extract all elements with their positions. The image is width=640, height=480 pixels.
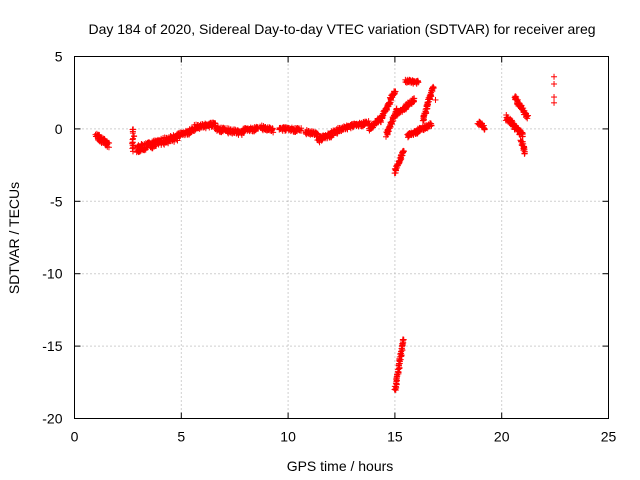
data-point	[551, 73, 558, 80]
y-tick-label: -10	[42, 266, 62, 282]
gridlines	[74, 56, 609, 419]
data-point	[174, 137, 181, 144]
data-point	[551, 94, 558, 101]
data-point	[430, 83, 437, 90]
data-points	[92, 73, 558, 394]
data-point	[105, 140, 112, 147]
data-point	[400, 148, 407, 155]
y-tick-label: -5	[50, 193, 63, 209]
y-tick-label: 0	[55, 121, 63, 137]
axis-ticks	[74, 56, 609, 419]
data-point	[432, 96, 439, 103]
x-tick-label: 20	[494, 429, 510, 445]
x-tick-label: 25	[601, 429, 617, 445]
data-point	[524, 113, 531, 120]
data-point	[392, 88, 399, 95]
plot-frame	[74, 56, 609, 419]
x-tick-label: 5	[177, 429, 185, 445]
data-point	[153, 143, 160, 150]
data-point	[428, 122, 435, 129]
data-point	[129, 148, 136, 155]
data-point	[269, 125, 276, 132]
data-point	[298, 125, 305, 132]
data-point	[521, 150, 528, 157]
data-point	[386, 99, 393, 106]
data-point	[397, 351, 404, 358]
chart-title: Day 184 of 2020, Sidereal Day-to-day VTE…	[88, 21, 595, 37]
data-point	[411, 95, 418, 102]
data-point	[481, 125, 488, 132]
data-point	[135, 149, 142, 156]
tick-labels: 0 5 10 15 20 25 5 0 -5 -10 -15 -20	[42, 49, 616, 445]
data-point	[525, 112, 532, 119]
data-point	[365, 118, 372, 125]
data-point	[129, 130, 136, 137]
data-point	[415, 79, 422, 86]
x-tick-label: 15	[387, 429, 403, 445]
data-point	[314, 130, 321, 137]
y-tick-label: 5	[55, 49, 63, 65]
data-point	[551, 81, 558, 88]
x-tick-label: 10	[280, 429, 296, 445]
y-tick-label: -20	[42, 411, 62, 427]
y-tick-label: -15	[42, 338, 62, 354]
data-point	[129, 145, 136, 152]
data-point	[129, 140, 136, 147]
data-point	[430, 85, 437, 92]
data-point	[270, 129, 277, 136]
data-point	[551, 99, 558, 106]
data-point	[519, 133, 526, 140]
y-axis-label: SDTVAR / TECUs	[6, 182, 22, 294]
x-tick-label: 0	[71, 429, 79, 445]
x-axis-label: GPS time / hours	[287, 458, 394, 474]
data-point	[399, 336, 406, 343]
data-point	[520, 147, 527, 154]
